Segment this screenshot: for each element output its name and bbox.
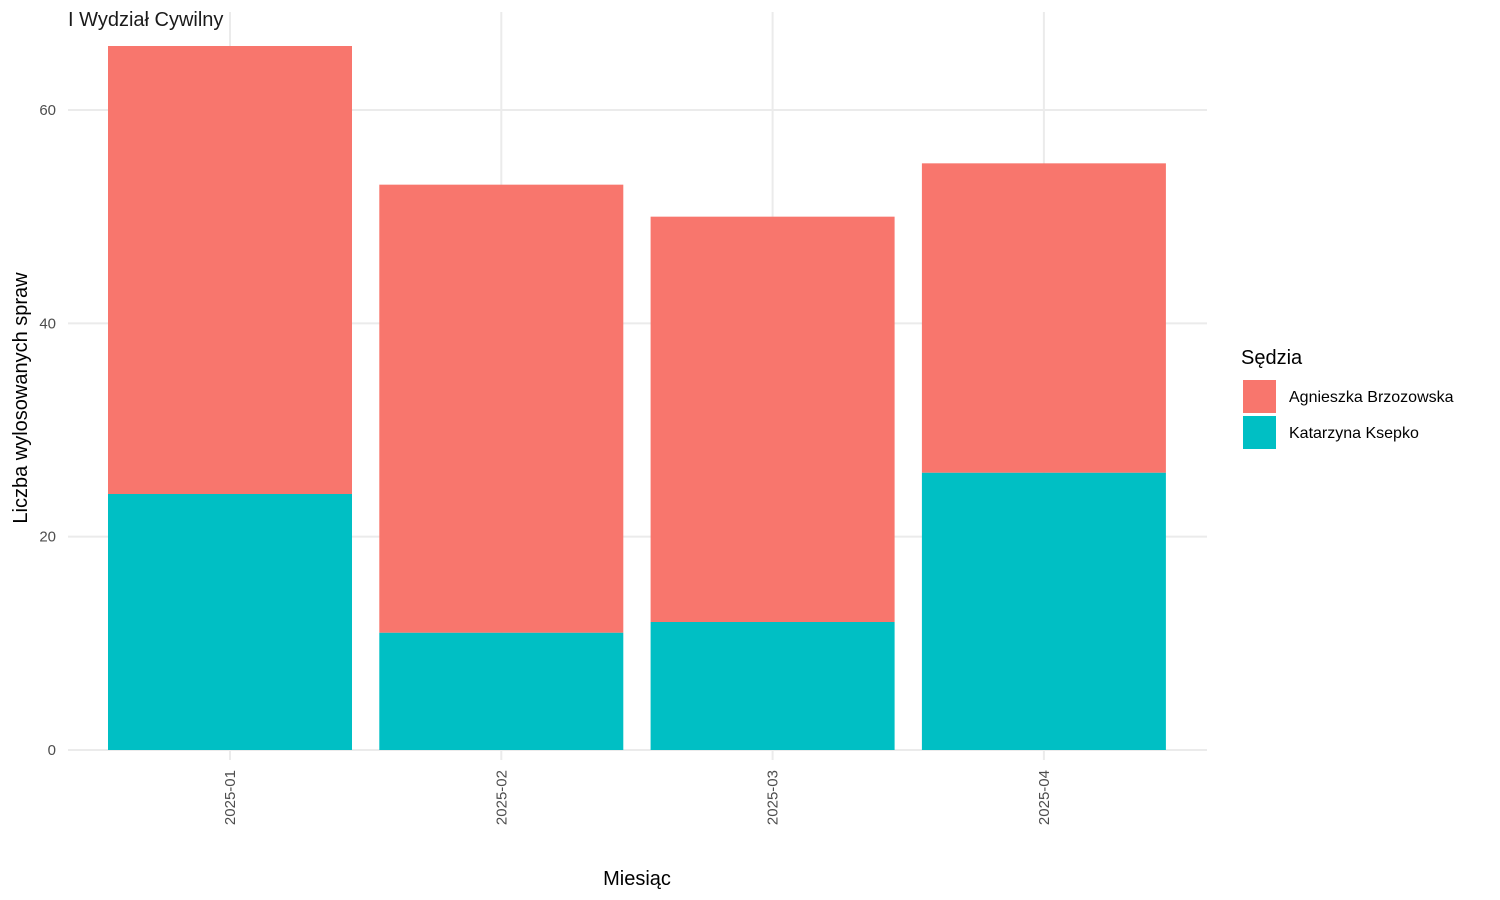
legend-title: Sędzia [1241,347,1303,369]
bar-segment [379,632,624,750]
bar-segment [108,494,352,750]
bar-segment [921,472,1166,750]
legend-label: Katarzyna Ksepko [1289,425,1419,442]
ticks-layer: 0 20 40 60 2025-01 2025-02 2025-03 2025-04 [39,102,1053,825]
bar-segment [650,622,895,750]
y-tick-label: 0 [48,742,56,759]
bar-segment [650,216,895,622]
x-tick-label: 2025-03 [765,770,782,825]
x-tick-label: 2025-04 [1036,770,1053,825]
legend-label: Agnieszka Brzozowska [1289,389,1454,406]
bar-segment [379,184,624,633]
bar-segment [921,163,1166,473]
x-tick-label: 2025-02 [493,770,510,825]
legend-swatch [1243,380,1276,413]
x-axis-title: Miesiąc [603,868,671,890]
legend-items: Agnieszka Brzozowska Katarzyna Ksepko [1243,380,1454,449]
y-tick-label: 60 [39,102,56,119]
legend-swatch [1243,416,1276,449]
bar-segment [108,46,352,494]
bars-layer [108,46,1166,750]
legend: Sędzia Agnieszka Brzozowska Katarzyna Kse… [1241,347,1454,449]
y-tick-label: 20 [39,529,56,546]
x-tick-label: 2025-01 [222,770,239,825]
y-tick-label: 40 [39,315,56,332]
panel-title: I Wydział Cywilny [68,9,223,31]
y-axis-title: Liczba wylosowanych spraw [10,272,32,524]
